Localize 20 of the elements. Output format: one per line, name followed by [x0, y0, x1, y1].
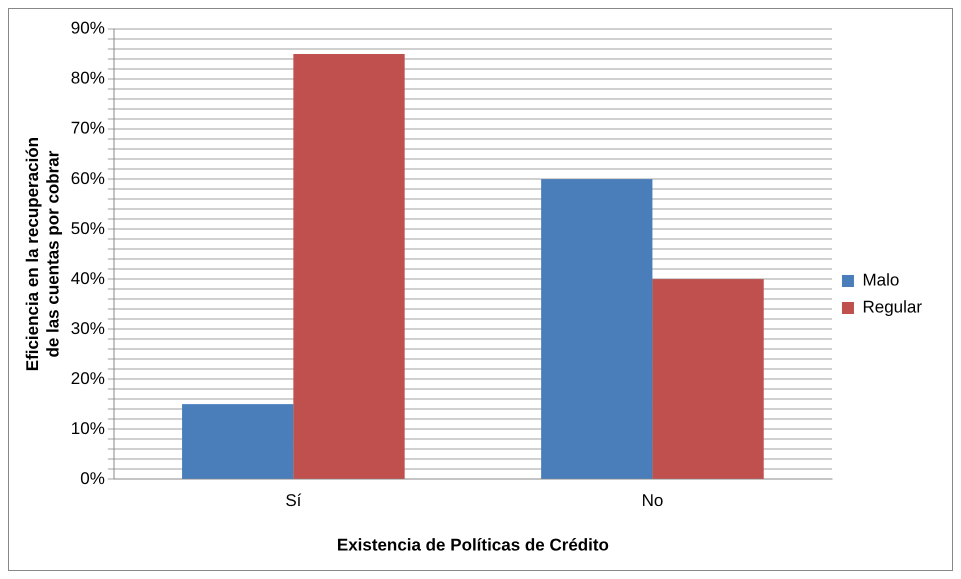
legend-label: Malo [862, 270, 900, 290]
y-tick-label: 50% [70, 218, 105, 238]
y-tick-label: 70% [70, 118, 105, 138]
y-tick-label: 30% [70, 318, 105, 338]
legend-label: Regular [862, 298, 922, 317]
y-tick-label: 80% [70, 68, 105, 88]
y-tick-label: 0% [80, 468, 105, 488]
bar [652, 279, 764, 479]
bar [182, 404, 294, 479]
bar [293, 54, 405, 479]
bar [541, 179, 652, 479]
x-tick-label: Sí [285, 491, 302, 510]
y-tick-label: 20% [70, 368, 105, 388]
y-tick-label: 10% [70, 418, 105, 438]
x-axis-title: Existencia de Políticas de Crédito [336, 535, 609, 554]
y-tick-label: 40% [70, 268, 105, 288]
y-tick-label: 90% [70, 18, 105, 38]
y-axis-title: Eficiencia en la recuperación de las cuentas por cobrar [22, 136, 62, 372]
x-tick-label: No [642, 491, 664, 510]
y-tick-label: 60% [70, 168, 105, 188]
